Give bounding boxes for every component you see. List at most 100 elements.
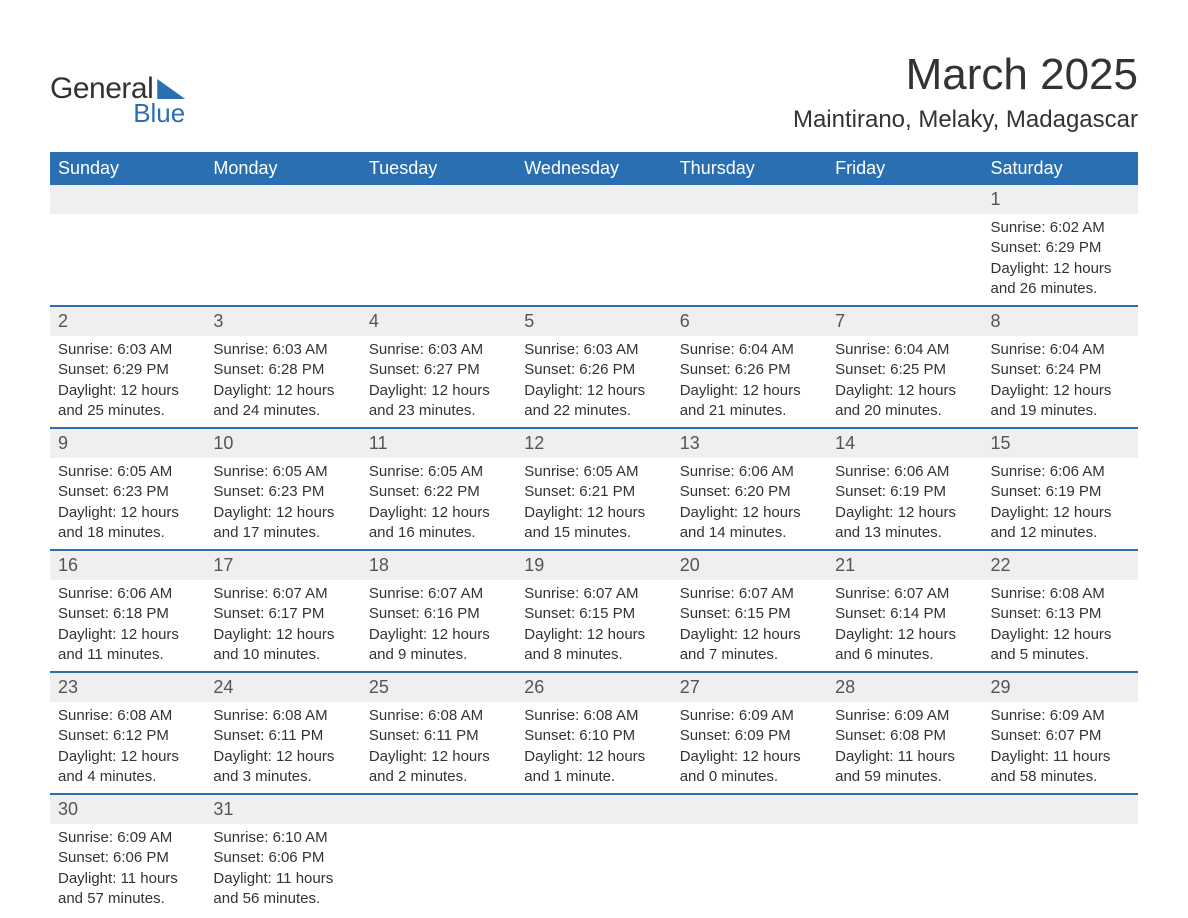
day-detail-line: Daylight: 12 hours and 25 minutes. [58, 381, 197, 422]
day-detail-line: Sunrise: 6:04 AM [680, 340, 819, 360]
day-details-cell: Sunrise: 6:05 AMSunset: 6:23 PMDaylight:… [50, 458, 205, 550]
day-detail-line: Sunrise: 6:10 AM [213, 828, 352, 848]
day-detail-line: Sunset: 6:09 PM [680, 726, 819, 746]
day-details-cell: Sunrise: 6:08 AMSunset: 6:12 PMDaylight:… [50, 702, 205, 794]
day-detail-line: Sunrise: 6:04 AM [991, 340, 1130, 360]
day-number-cell: 20 [672, 550, 827, 580]
day-details-cell: Sunrise: 6:07 AMSunset: 6:14 PMDaylight:… [827, 580, 982, 672]
day-detail-line: Daylight: 12 hours and 1 minute. [524, 747, 663, 788]
day-detail-line: Daylight: 12 hours and 19 minutes. [991, 381, 1130, 422]
day-detail-line: Sunset: 6:29 PM [58, 360, 197, 380]
weekday-header: Thursday [672, 152, 827, 185]
day-detail-line: Sunset: 6:23 PM [58, 482, 197, 502]
day-number-cell [361, 185, 516, 214]
day-details-cell: Sunrise: 6:05 AMSunset: 6:23 PMDaylight:… [205, 458, 360, 550]
day-details-cell: Sunrise: 6:06 AMSunset: 6:18 PMDaylight:… [50, 580, 205, 672]
day-number-cell: 6 [672, 306, 827, 336]
day-detail-line: Sunrise: 6:09 AM [991, 706, 1130, 726]
title-block: March 2025 Maintirano, Melaky, Madagasca… [793, 50, 1138, 134]
location-subtitle: Maintirano, Melaky, Madagascar [793, 106, 1138, 134]
day-number-cell: 16 [50, 550, 205, 580]
day-number-cell: 23 [50, 672, 205, 702]
day-detail-line: Sunset: 6:16 PM [369, 604, 508, 624]
day-detail-line: Sunset: 6:19 PM [991, 482, 1130, 502]
day-number-cell: 10 [205, 428, 360, 458]
day-details-cell: Sunrise: 6:04 AMSunset: 6:26 PMDaylight:… [672, 336, 827, 428]
day-number-cell: 21 [827, 550, 982, 580]
day-number-cell [672, 794, 827, 824]
day-number-cell: 27 [672, 672, 827, 702]
day-number-cell: 17 [205, 550, 360, 580]
day-details-cell [983, 824, 1138, 915]
day-details-cell: Sunrise: 6:07 AMSunset: 6:15 PMDaylight:… [516, 580, 671, 672]
day-detail-line: Daylight: 12 hours and 15 minutes. [524, 503, 663, 544]
weekday-header: Tuesday [361, 152, 516, 185]
day-detail-line: Sunrise: 6:06 AM [58, 584, 197, 604]
day-detail-line: Daylight: 11 hours and 58 minutes. [991, 747, 1130, 788]
day-detail-line: Sunrise: 6:06 AM [835, 462, 974, 482]
day-detail-line: Sunrise: 6:07 AM [213, 584, 352, 604]
day-details-cell: Sunrise: 6:04 AMSunset: 6:24 PMDaylight:… [983, 336, 1138, 428]
day-detail-line: Sunset: 6:20 PM [680, 482, 819, 502]
day-detail-line: Sunset: 6:28 PM [213, 360, 352, 380]
day-details-cell: Sunrise: 6:09 AMSunset: 6:08 PMDaylight:… [827, 702, 982, 794]
day-details-cell: Sunrise: 6:08 AMSunset: 6:10 PMDaylight:… [516, 702, 671, 794]
day-detail-line: Daylight: 12 hours and 21 minutes. [680, 381, 819, 422]
day-details-cell: Sunrise: 6:10 AMSunset: 6:06 PMDaylight:… [205, 824, 360, 915]
day-details-cell: Sunrise: 6:03 AMSunset: 6:27 PMDaylight:… [361, 336, 516, 428]
day-detail-line: Sunrise: 6:07 AM [680, 584, 819, 604]
logo-triangle-icon [157, 79, 185, 99]
weekday-header: Monday [205, 152, 360, 185]
day-detail-line: Sunset: 6:13 PM [991, 604, 1130, 624]
day-detail-line: Sunrise: 6:08 AM [524, 706, 663, 726]
day-number-cell [50, 185, 205, 214]
day-detail-line: Sunrise: 6:08 AM [213, 706, 352, 726]
day-detail-line: Sunset: 6:07 PM [991, 726, 1130, 746]
day-detail-line: Sunrise: 6:09 AM [58, 828, 197, 848]
day-detail-line: Daylight: 12 hours and 18 minutes. [58, 503, 197, 544]
day-number-cell: 9 [50, 428, 205, 458]
day-detail-line: Sunrise: 6:03 AM [213, 340, 352, 360]
day-details-row: Sunrise: 6:05 AMSunset: 6:23 PMDaylight:… [50, 458, 1138, 550]
day-detail-line: Daylight: 12 hours and 12 minutes. [991, 503, 1130, 544]
day-number-row: 16171819202122 [50, 550, 1138, 580]
day-details-cell: Sunrise: 6:05 AMSunset: 6:22 PMDaylight:… [361, 458, 516, 550]
day-detail-line: Sunrise: 6:08 AM [58, 706, 197, 726]
day-details-row: Sunrise: 6:09 AMSunset: 6:06 PMDaylight:… [50, 824, 1138, 915]
day-details-row: Sunrise: 6:06 AMSunset: 6:18 PMDaylight:… [50, 580, 1138, 672]
day-number-cell: 4 [361, 306, 516, 336]
page-header: General Blue March 2025 Maintirano, Mela… [50, 50, 1138, 134]
day-detail-line: Daylight: 12 hours and 13 minutes. [835, 503, 974, 544]
day-detail-line: Daylight: 12 hours and 7 minutes. [680, 625, 819, 666]
day-number-cell [205, 185, 360, 214]
logo: General Blue [50, 50, 185, 126]
day-detail-line: Daylight: 12 hours and 20 minutes. [835, 381, 974, 422]
day-details-cell [361, 824, 516, 915]
day-number-cell: 5 [516, 306, 671, 336]
day-detail-line: Daylight: 12 hours and 11 minutes. [58, 625, 197, 666]
day-detail-line: Sunrise: 6:09 AM [835, 706, 974, 726]
day-details-cell: Sunrise: 6:06 AMSunset: 6:19 PMDaylight:… [827, 458, 982, 550]
day-detail-line: Daylight: 12 hours and 5 minutes. [991, 625, 1130, 666]
day-number-cell: 28 [827, 672, 982, 702]
day-details-cell [205, 214, 360, 306]
weekday-header: Wednesday [516, 152, 671, 185]
day-detail-line: Sunset: 6:22 PM [369, 482, 508, 502]
day-details-cell [516, 214, 671, 306]
day-detail-line: Daylight: 12 hours and 8 minutes. [524, 625, 663, 666]
day-details-cell: Sunrise: 6:09 AMSunset: 6:06 PMDaylight:… [50, 824, 205, 915]
logo-text-blue: Blue [50, 100, 185, 126]
day-detail-line: Sunset: 6:06 PM [213, 848, 352, 868]
month-title: March 2025 [793, 50, 1138, 100]
day-details-cell [827, 824, 982, 915]
day-detail-line: Daylight: 12 hours and 26 minutes. [991, 259, 1130, 300]
day-details-cell: Sunrise: 6:08 AMSunset: 6:13 PMDaylight:… [983, 580, 1138, 672]
day-number-cell: 3 [205, 306, 360, 336]
day-detail-line: Sunrise: 6:04 AM [835, 340, 974, 360]
day-number-cell: 25 [361, 672, 516, 702]
day-details-cell: Sunrise: 6:06 AMSunset: 6:20 PMDaylight:… [672, 458, 827, 550]
day-details-cell [672, 214, 827, 306]
day-detail-line: Sunrise: 6:02 AM [991, 218, 1130, 238]
day-detail-line: Daylight: 12 hours and 14 minutes. [680, 503, 819, 544]
day-number-cell [827, 185, 982, 214]
